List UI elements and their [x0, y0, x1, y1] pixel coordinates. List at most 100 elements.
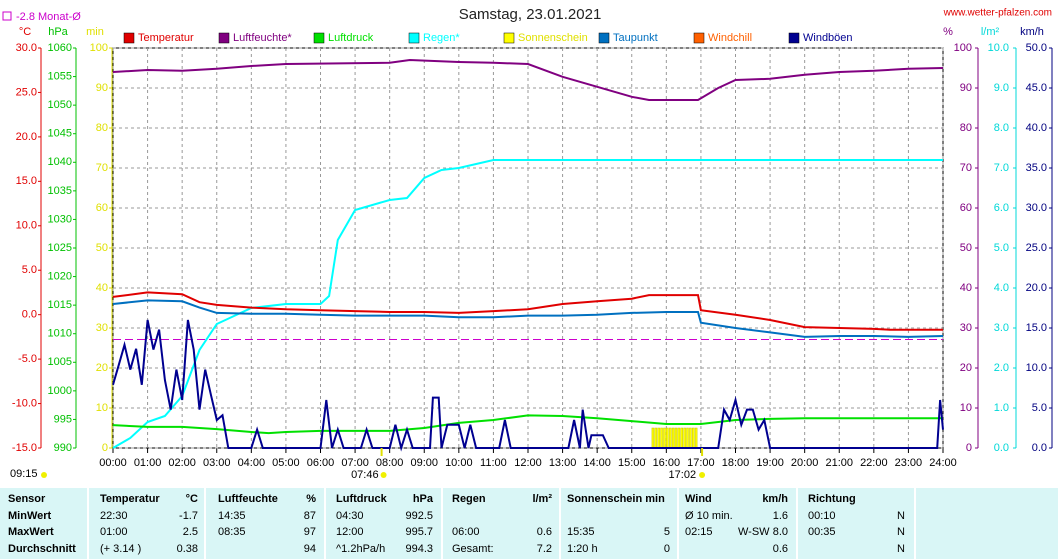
- sunset-dot: [699, 472, 706, 478]
- series-line: [112, 414, 943, 435]
- table-header-cell: Richtung: [808, 493, 856, 505]
- x-tick-label: 08:00: [376, 457, 404, 469]
- series-line: [112, 58, 944, 101]
- legend-swatch: [123, 32, 135, 44]
- table-cell: Ø 10 min.: [685, 510, 733, 522]
- table-cell: 94: [304, 543, 316, 555]
- table-background: [0, 488, 1058, 559]
- axis-tick-label: 45.0: [1026, 82, 1047, 94]
- axis-tick-label: 80: [96, 122, 108, 134]
- axis-tick-label: 0.0: [1032, 442, 1047, 454]
- axis-tick-label: 50: [96, 242, 108, 254]
- sun-bar: [668, 427, 672, 449]
- axis-tick-label: 1020: [48, 270, 72, 282]
- table-cell: 8.0: [773, 526, 788, 538]
- axis-tick-label: 1000: [48, 385, 72, 397]
- avg-legend-label: -2.8 Monat-Ø: [16, 11, 81, 23]
- table-cell: 994.3: [405, 543, 433, 555]
- axis-unit: hPa: [48, 26, 68, 38]
- legend-label: Windböen: [803, 32, 853, 44]
- x-tick-label: 16:00: [653, 457, 681, 469]
- x-tick-label: 02:00: [168, 457, 196, 469]
- axis-tick-label: -5.0: [18, 353, 37, 365]
- table-cell: 04:30: [336, 510, 364, 522]
- x-tick-label: 20:00: [791, 457, 819, 469]
- axis-tick-label: 1050: [48, 99, 72, 111]
- axis-tick-label: 1060: [48, 42, 72, 54]
- legend-label: Luftfeuchte*: [233, 32, 292, 44]
- x-tick-label: 12:00: [514, 457, 542, 469]
- legend-label: Temperatur: [138, 32, 194, 44]
- axis-tick-label: 20.0: [1026, 282, 1047, 294]
- axis-tick-label: 0: [966, 442, 972, 454]
- axis-tick-label: 90: [96, 82, 108, 94]
- x-tick-label: 01:00: [134, 457, 162, 469]
- table-header-cell: Wind: [685, 493, 712, 505]
- table-header-cell: l/m²: [532, 493, 552, 505]
- table-cell: Durchschnitt: [8, 543, 76, 555]
- sunrise-label: 07:46: [351, 469, 379, 481]
- axis-tick-label: 1.0: [994, 402, 1009, 414]
- axis-tick-label: 5.0: [22, 264, 37, 276]
- table-cell: 1.6: [773, 510, 788, 522]
- axis-tick-label: 990: [54, 442, 72, 454]
- table-cell: MaxWert: [8, 526, 54, 538]
- axis-tick-label: 90: [960, 82, 972, 94]
- axis-tick-label: 15.0: [16, 175, 37, 187]
- table-cell: -1.7: [179, 510, 198, 522]
- x-tick-label: 10:00: [445, 457, 473, 469]
- sunset-label: 17:02: [669, 469, 697, 481]
- axis-tick-label: 35.0: [1026, 162, 1047, 174]
- axis-tick-label: 9.0: [994, 82, 1009, 94]
- axis-tick-label: 1040: [48, 156, 72, 168]
- table-header-cell: %: [306, 493, 316, 505]
- axis-tick-label: 10.0: [988, 42, 1009, 54]
- axis-tick-label: 0: [102, 442, 108, 454]
- legend-label: Regen*: [423, 32, 460, 44]
- series-line: [112, 291, 943, 331]
- table-cell: 5: [664, 526, 670, 538]
- series-line: [112, 319, 944, 452]
- axis-tick-label: 10: [960, 402, 972, 414]
- table-cell: N: [897, 543, 905, 555]
- table-cell: 7.2: [537, 543, 552, 555]
- x-tick-label: 15:00: [618, 457, 646, 469]
- axis-tick-label: 1005: [48, 356, 72, 368]
- axis-tick-label: 40: [960, 282, 972, 294]
- axis-tick-label: -10.0: [12, 397, 37, 409]
- axis-unit: °C: [19, 26, 31, 38]
- x-tick-label: 07:00: [341, 457, 369, 469]
- axis-tick-label: 60: [960, 202, 972, 214]
- x-tick-label: 04:00: [238, 457, 266, 469]
- table-header-cell: °C: [186, 493, 198, 505]
- x-tick-label: 06:00: [307, 457, 335, 469]
- sun-bar: [657, 427, 660, 449]
- x-tick-label: 19:00: [756, 457, 784, 469]
- sun-bar: [694, 427, 698, 449]
- axis-tick-label: 60: [96, 202, 108, 214]
- axis-tick-label: 20.0: [16, 131, 37, 143]
- sun-bar: [689, 427, 692, 449]
- x-tick-label: 21:00: [825, 457, 853, 469]
- axis-tick-label: 40.0: [1026, 122, 1047, 134]
- sun-bar: [692, 427, 695, 449]
- x-tick-label: 23:00: [895, 457, 923, 469]
- table-header-cell: Regen: [452, 493, 486, 505]
- axis-unit: %: [943, 26, 953, 38]
- sunrise-dot: [380, 472, 387, 478]
- table-cell: 992.5: [405, 510, 433, 522]
- table-cell: 06:00: [452, 526, 480, 538]
- x-tick-label: 13:00: [549, 457, 577, 469]
- axis-tick-label: 25.0: [1026, 242, 1047, 254]
- axis-tick-label: 1015: [48, 299, 72, 311]
- x-tick-label: 05:00: [272, 457, 300, 469]
- axis-tick-label: 0.0: [22, 309, 37, 321]
- axis-tick-label: 2.0: [994, 362, 1009, 374]
- axis-tick-label: 1025: [48, 242, 72, 254]
- legend-swatch: [218, 32, 230, 44]
- table-cell: 00:35: [808, 526, 836, 538]
- axis-tick-label: 10: [96, 402, 108, 414]
- x-tick-label: 18:00: [722, 457, 750, 469]
- table-cell: N: [897, 526, 905, 538]
